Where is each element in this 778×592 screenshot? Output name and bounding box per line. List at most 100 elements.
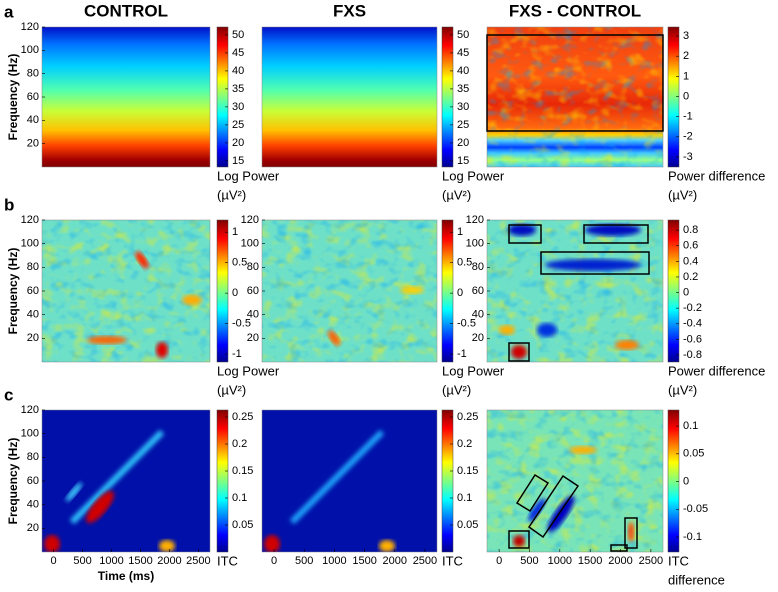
colorbar-label: Log Power: [442, 363, 505, 378]
colorbar-tick-label: -0.1: [683, 531, 702, 543]
colorbar-tick-label: 40: [457, 65, 469, 77]
x-tick-label: 0: [271, 555, 277, 567]
y-tick-label: 20: [27, 522, 39, 534]
colorbar-label: ITC: [442, 553, 463, 568]
blob: [537, 323, 557, 337]
colorbar-tick-label: 0.15: [232, 465, 253, 477]
x-tick-label: 500: [73, 555, 91, 567]
blob: [327, 330, 341, 346]
x-tick-label: 1000: [322, 555, 346, 567]
ridge: [69, 429, 165, 525]
x-tick-label: 0: [496, 555, 502, 567]
colorbar-label: (µV²): [442, 382, 471, 397]
colorbar-tick-label: 1: [457, 226, 463, 238]
y-tick-label: 80: [27, 451, 39, 463]
heatmap-fill: [42, 27, 210, 167]
colorbar-tick-label: 35: [232, 83, 244, 95]
y-tick-label: 60: [472, 285, 484, 297]
colorbar-tick-label: 0.15: [457, 465, 478, 477]
y-tick-label: 60: [27, 475, 39, 487]
colorbar: [667, 409, 680, 553]
colorbar-tick-label: 0.1: [457, 492, 472, 504]
x-tick-label: 1000: [548, 555, 572, 567]
x-tick-label: 1500: [352, 555, 376, 567]
box: [610, 544, 628, 552]
y-tick-label: 60: [27, 91, 39, 103]
y-tick-label: 80: [472, 261, 484, 273]
colorbar-tick-label: -0.5: [457, 318, 476, 330]
box: [515, 473, 550, 513]
colorbar-label: Power difference: [668, 363, 765, 378]
colorbar-tick-label: 2: [683, 50, 689, 62]
y-tick-label: 20: [27, 332, 39, 344]
x-tick-label: 1500: [128, 555, 152, 567]
colorbar-tick-label: -0.5: [232, 318, 251, 330]
x-tick-label: 2500: [186, 555, 210, 567]
heatmap-fill: [262, 410, 437, 552]
y-tick-label: 80: [27, 261, 39, 273]
box: [508, 342, 530, 362]
colorbar-tick-label: 0: [232, 287, 238, 299]
colorbar: [216, 219, 229, 363]
colorbar-tick-label: -1: [457, 348, 467, 360]
y-tick-label: 100: [21, 44, 39, 56]
colorbar-tick-label: 0.25: [457, 411, 478, 423]
blob: [86, 491, 114, 523]
colorbar-tick-label: -1: [232, 348, 242, 360]
colorbar-tick-label: 0.2: [683, 271, 698, 283]
colorbar-tick-label: 0.4: [683, 255, 698, 267]
colorbar-tick-label: -2: [683, 131, 693, 143]
blob: [156, 342, 168, 358]
x-tick-label: 2000: [383, 555, 407, 567]
colorbar-tick-label: 0.1: [232, 492, 247, 504]
colorbar-tick-label: 0.2: [457, 438, 472, 450]
colorbar-label: (µV²): [668, 382, 697, 397]
ridge: [289, 429, 385, 525]
blob: [281, 364, 299, 378]
colorbar-tick-label: 0.8: [683, 224, 698, 236]
colorbar-tick-label: 50: [232, 29, 244, 41]
texture: [42, 220, 210, 362]
y-axis-label: Frequency (Hz): [6, 438, 20, 525]
colorbar-label: (µV²): [442, 187, 471, 202]
blob: [585, 224, 641, 236]
blob: [65, 482, 83, 502]
colorbar-tick-label: 0.05: [232, 519, 253, 531]
y-tick-label: 40: [27, 309, 39, 321]
heatmap: [42, 410, 210, 552]
y-tick-label: 40: [247, 309, 259, 321]
panel-label: c: [4, 385, 13, 404]
blob: [569, 446, 597, 454]
y-axis-label: Frequency (Hz): [6, 248, 20, 335]
colorbar-tick-label: 1: [683, 70, 689, 82]
blob: [182, 295, 202, 305]
colorbar-tick-label: -0.8: [683, 349, 702, 361]
colorbar-tick-label: 25: [232, 119, 244, 131]
colorbar-tick-label: 0: [683, 286, 689, 298]
colorbar-tick-label: -0.4: [683, 318, 702, 330]
x-tick-label: 2500: [413, 555, 437, 567]
colorbar-tick-label: 50: [457, 29, 469, 41]
colorbar: [667, 219, 680, 363]
colorbar-tick-label: -1: [683, 111, 693, 123]
blob: [379, 540, 395, 552]
box: [583, 224, 649, 244]
blob: [400, 286, 424, 294]
colorbar-tick-label: 30: [232, 101, 244, 113]
colorbar: [667, 26, 680, 168]
box: [624, 517, 638, 549]
box: [540, 251, 650, 275]
colorbar-tick-label: 0.5: [232, 257, 247, 269]
colorbar-tick-label: 0.25: [232, 411, 253, 423]
heatmap: [262, 27, 437, 167]
heatmap-fill: [262, 27, 437, 167]
x-tick-label: 0: [51, 555, 57, 567]
colorbar-tick-label: 0.05: [457, 519, 478, 531]
y-tick-label: 40: [27, 114, 39, 126]
y-tick-label: 80: [27, 68, 39, 80]
blob: [545, 259, 641, 271]
colorbar-tick-label: 0.5: [457, 257, 472, 269]
blob: [44, 535, 60, 552]
heatmap: [262, 410, 437, 552]
colorbar-tick-label: 0: [457, 287, 463, 299]
